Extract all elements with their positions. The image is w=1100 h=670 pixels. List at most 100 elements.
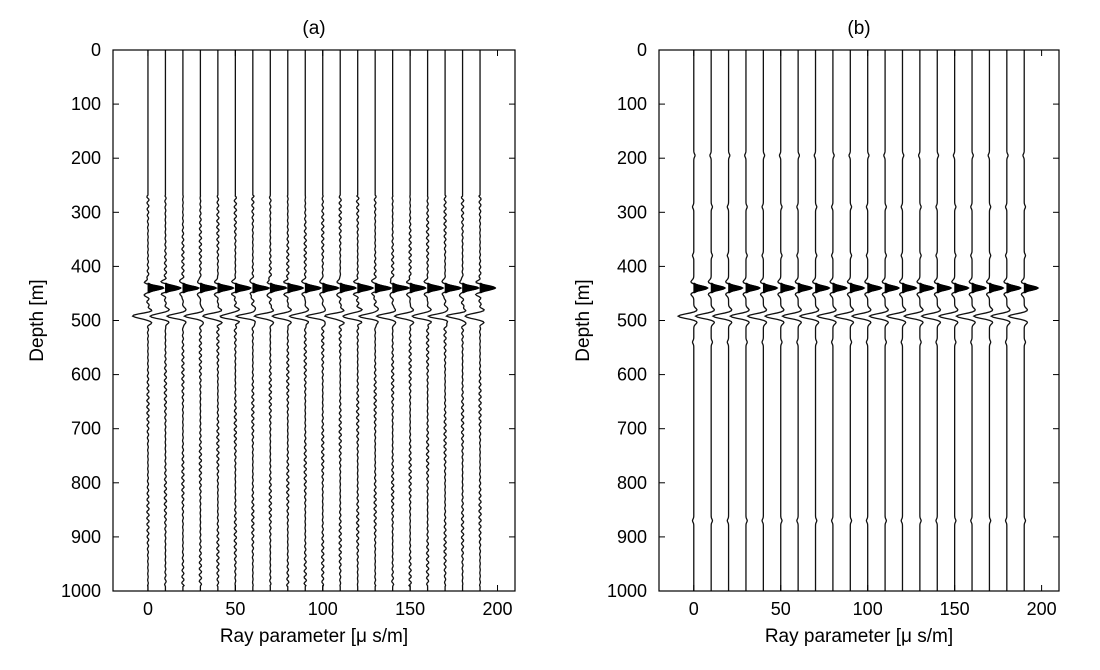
trace-event-fill bbox=[902, 282, 917, 294]
trace-line bbox=[798, 50, 831, 591]
trace-line bbox=[342, 50, 374, 591]
trace-line bbox=[357, 50, 393, 591]
trace-event-fill bbox=[867, 282, 883, 294]
trace-line bbox=[131, 50, 165, 591]
trace-line bbox=[288, 50, 323, 591]
trace-line bbox=[850, 50, 883, 591]
trace-line bbox=[234, 50, 271, 591]
trace-event-fill bbox=[269, 282, 287, 294]
trace-event-fill bbox=[710, 282, 726, 294]
trace-event-fill bbox=[252, 282, 270, 294]
trace-event-fill bbox=[815, 282, 830, 294]
trace-line bbox=[885, 50, 918, 591]
trace-line bbox=[323, 50, 358, 591]
trace-line bbox=[304, 50, 341, 591]
trace-line bbox=[182, 50, 218, 591]
trace-event-fill bbox=[1006, 282, 1022, 294]
trace-event-fill bbox=[234, 282, 252, 294]
x-tick-label: 150 bbox=[940, 599, 970, 619]
y-tick-label: 700 bbox=[617, 419, 647, 439]
y-tick-label: 300 bbox=[617, 202, 647, 222]
panel-title: (a) bbox=[302, 18, 325, 39]
trace-event-fill bbox=[444, 282, 462, 294]
trace-event-fill bbox=[304, 282, 322, 294]
y-tick-label: 1000 bbox=[607, 581, 647, 601]
trace-line bbox=[411, 50, 445, 591]
x-tick-label: 200 bbox=[1027, 599, 1057, 619]
x-tick-label: 100 bbox=[308, 599, 338, 619]
trace-line bbox=[445, 50, 481, 591]
trace-event-fill bbox=[832, 282, 848, 294]
trace-event-fill bbox=[147, 282, 165, 294]
trace-event-fill bbox=[919, 282, 935, 294]
trace-event-fill bbox=[745, 282, 761, 294]
trace-event-fill bbox=[780, 282, 796, 294]
panel-title: (b) bbox=[847, 18, 870, 39]
trace-line bbox=[763, 50, 796, 591]
trace-line bbox=[955, 50, 988, 591]
y-tick-label: 300 bbox=[71, 202, 101, 222]
y-tick-label: 200 bbox=[617, 148, 647, 168]
x-tick-label: 0 bbox=[143, 599, 153, 619]
x-tick-label: 50 bbox=[225, 599, 245, 619]
trace-event-fill bbox=[409, 282, 427, 294]
trace-line bbox=[694, 50, 727, 591]
plot-frame bbox=[658, 49, 1060, 592]
y-tick-label: 400 bbox=[617, 256, 647, 276]
panel-a: (a) 0 100 200 300 400 500 600 700 800 900 1000 0 50 10… bbox=[27, 18, 516, 647]
trace-line bbox=[426, 50, 463, 591]
trace-event-fill bbox=[287, 282, 305, 294]
trace-line bbox=[464, 50, 496, 591]
trace-line bbox=[728, 50, 762, 591]
y-tick-label: 800 bbox=[617, 473, 647, 493]
y-tick-label: 0 bbox=[91, 40, 101, 60]
x-tick-label: 50 bbox=[771, 599, 791, 619]
trace-event-fill bbox=[762, 282, 778, 294]
panel-b: (b) 0 100 200 300 400 500 600 700 800 900 1000 0 50 10… bbox=[573, 18, 1060, 647]
trace-event-fill bbox=[989, 282, 1004, 294]
y-tick-label: 400 bbox=[71, 256, 101, 276]
x-axis-label: Ray parameter [μ s/m] bbox=[220, 626, 408, 647]
trace-line bbox=[201, 50, 235, 591]
trace-line bbox=[271, 50, 304, 591]
trace-line bbox=[972, 50, 1005, 591]
trace-event-fill bbox=[693, 282, 709, 294]
trace-event-fill bbox=[199, 282, 217, 294]
trace-event-fill bbox=[322, 282, 340, 294]
trace-event-fill bbox=[217, 282, 235, 294]
trace-line bbox=[833, 50, 866, 591]
trace-event-fill bbox=[728, 282, 744, 294]
trace-line bbox=[902, 50, 935, 591]
trace-line bbox=[781, 50, 814, 591]
trace-line bbox=[676, 50, 709, 591]
y-tick-label: 600 bbox=[617, 365, 647, 385]
trace-line bbox=[989, 50, 1022, 591]
trace-line bbox=[1007, 50, 1040, 591]
y-tick-label: 0 bbox=[637, 40, 647, 60]
y-tick-label: 600 bbox=[71, 365, 101, 385]
trace-event-fill bbox=[849, 282, 865, 294]
trace-event-fill bbox=[374, 282, 392, 294]
trace-event-fill bbox=[971, 282, 987, 294]
trace-line bbox=[920, 50, 953, 591]
trace-event-fill bbox=[182, 282, 200, 294]
trace-line bbox=[393, 50, 427, 591]
trace-event-fill bbox=[936, 282, 952, 294]
y-tick-label: 1000 bbox=[61, 581, 101, 601]
trace-line bbox=[219, 50, 252, 591]
y-axis-label: Depth [m] bbox=[573, 279, 594, 361]
trace-event-fill bbox=[165, 282, 182, 294]
plot-frame bbox=[112, 49, 516, 592]
trace-line bbox=[815, 50, 849, 591]
y-tick-label: 200 bbox=[71, 148, 101, 168]
x-tick-label: 150 bbox=[395, 599, 425, 619]
y-tick-label: 100 bbox=[71, 94, 101, 114]
y-tick-label: 500 bbox=[617, 311, 647, 331]
trace-line bbox=[746, 50, 779, 591]
trace-event-fill bbox=[884, 282, 900, 294]
trace-event-fill bbox=[462, 282, 479, 294]
trace-line bbox=[148, 50, 182, 591]
x-axis-label: Ray parameter [μ s/m] bbox=[765, 626, 953, 647]
trace-event-fill bbox=[357, 282, 374, 294]
